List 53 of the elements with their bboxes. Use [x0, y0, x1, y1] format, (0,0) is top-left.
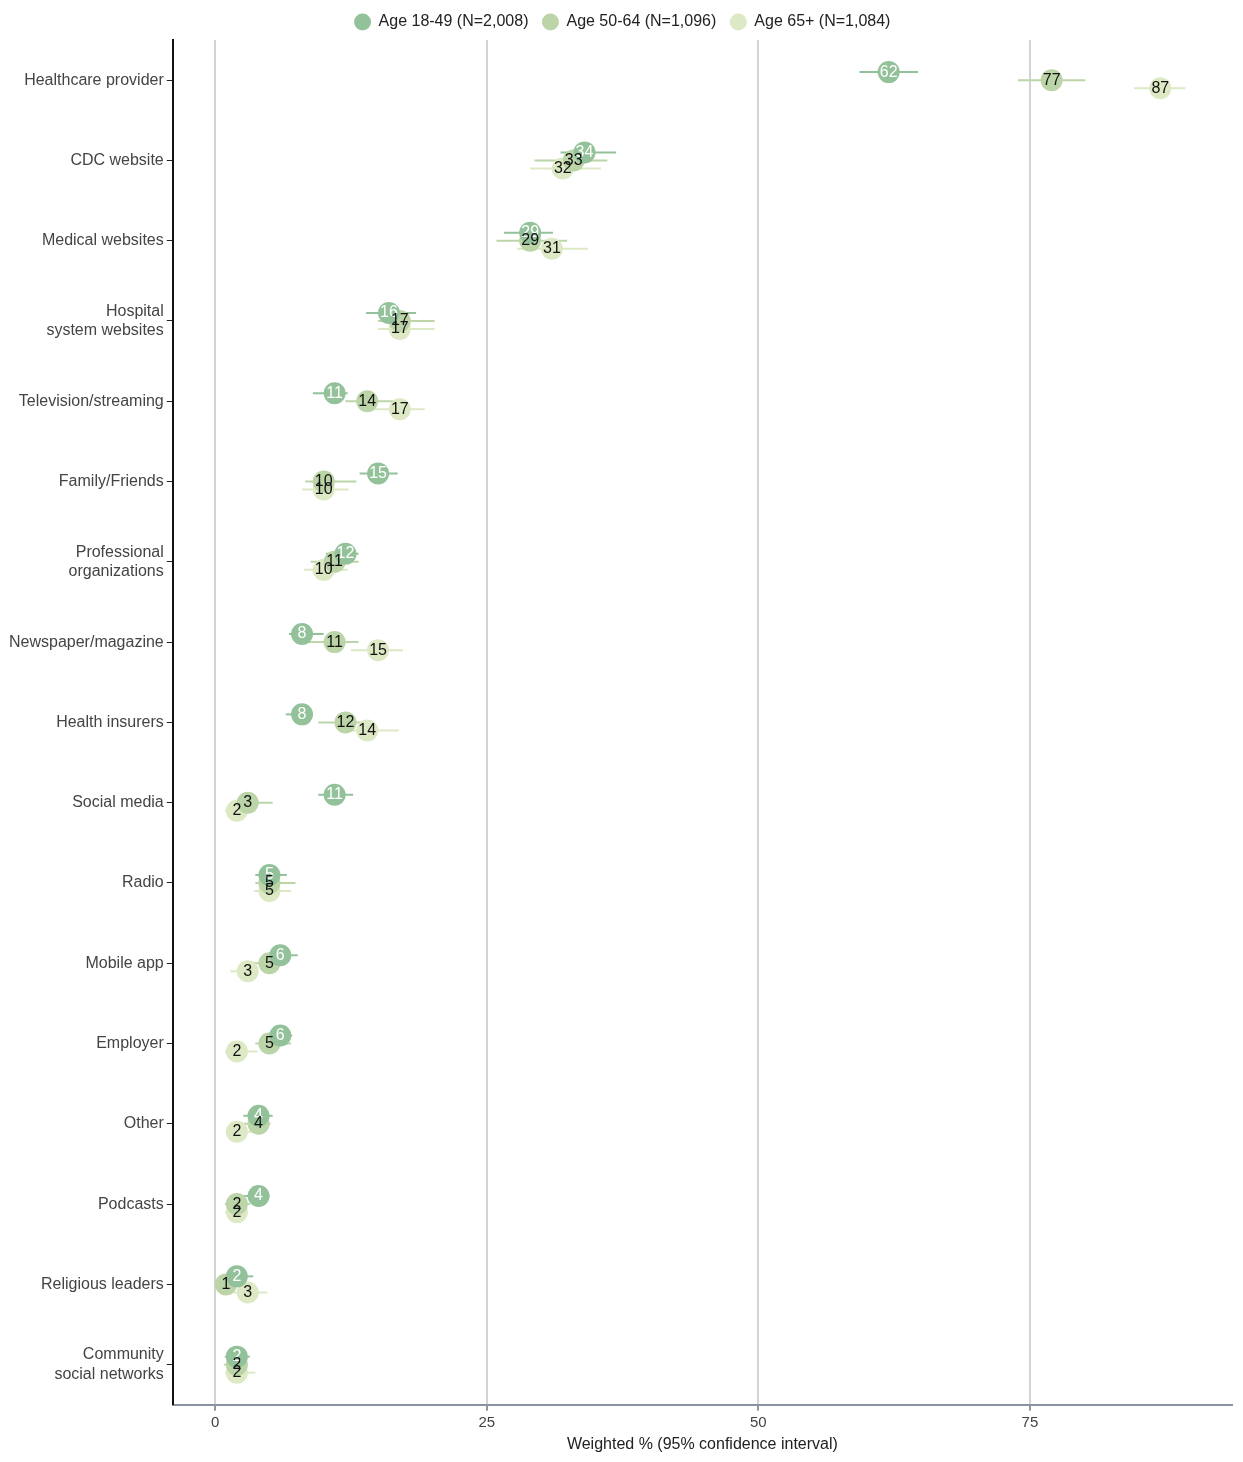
y-tick-label: Medical websites [41, 231, 164, 249]
y-tick-label: Radio [121, 873, 164, 891]
data-label: 14 [358, 720, 377, 738]
y-tick-label: Podcasts [97, 1194, 164, 1212]
x-tick-label: 50 [749, 1412, 767, 1430]
y-tick-label: Newspaper/magazine [9, 632, 164, 650]
legend-label: Age 65+ (N=1,084) [754, 12, 891, 30]
data-label: 12 [336, 712, 355, 730]
data-label: 2 [232, 1266, 242, 1284]
data-label: 2 [232, 1041, 242, 1059]
y-tick-label: Professional organizations [68, 542, 164, 579]
x-tick-label: 25 [478, 1412, 496, 1430]
x-tick-label: 75 [1021, 1412, 1039, 1430]
data-label: 1 [221, 1274, 231, 1292]
data-label: 87 [1151, 78, 1170, 96]
x-tick-label: 0 [210, 1412, 220, 1430]
y-tick-label: Television/streaming [18, 391, 164, 409]
data-label: 3 [243, 793, 253, 811]
y-tick-label: Hospital system websites [46, 301, 164, 338]
y-tick-label: CDC website [70, 150, 164, 168]
legend-label: Age 18-49 (N=2,008) [378, 12, 529, 30]
data-label: 15 [369, 640, 388, 658]
data-label: 14 [358, 391, 377, 409]
data-label: 4 [254, 1186, 264, 1204]
y-tick-label: Family/Friends [58, 471, 164, 489]
data-label: 77 [1042, 70, 1061, 88]
data-label: 11 [326, 785, 344, 803]
data-label: 8 [297, 704, 307, 722]
data-label: 3 [243, 1282, 253, 1300]
data-label: 5 [264, 953, 274, 971]
data-label: 6 [275, 1025, 285, 1043]
data-label: 5 [264, 1033, 274, 1051]
y-tick-label: Other [123, 1114, 165, 1132]
data-label: 11 [326, 632, 344, 650]
data-label: 6 [275, 945, 285, 963]
y-tick-label: Employer [96, 1033, 165, 1051]
y-tick-label: Community social networks [54, 1345, 164, 1382]
data-label: 15 [369, 463, 388, 481]
data-label: 62 [879, 62, 898, 80]
data-label: 31 [543, 239, 561, 257]
y-tick-label: Religious leaders [41, 1274, 164, 1292]
y-tick-label: Health insurers [56, 712, 164, 730]
x-axis-title: Weighted % (95% confidence interval) [566, 1434, 838, 1452]
data-label: 8 [297, 624, 307, 642]
data-label: 11 [326, 383, 344, 401]
data-label: 2 [232, 1122, 242, 1140]
y-tick-label: Healthcare provider [24, 70, 165, 88]
legend-label: Age 50-64 (N=1,096) [566, 12, 717, 30]
y-tick-label: Social media [72, 793, 164, 811]
data-label: 17 [390, 399, 409, 417]
y-tick-label: Mobile app [85, 953, 164, 971]
data-label: 2 [232, 801, 242, 819]
data-label: 3 [243, 961, 253, 979]
